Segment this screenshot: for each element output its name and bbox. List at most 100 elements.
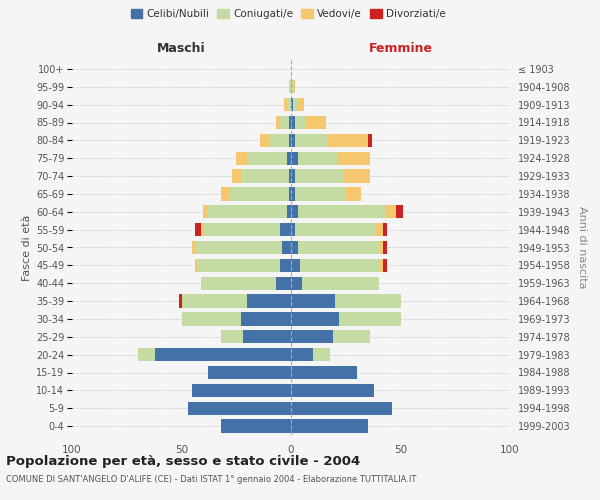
Bar — [280, 258, 291, 272]
Bar — [287, 205, 291, 218]
Bar — [197, 258, 280, 272]
Legend: Celibi/Nubili, Coniugati/e, Vedovi/e, Divorziati/e: Celibi/Nubili, Coniugati/e, Vedovi/e, Di… — [127, 5, 449, 24]
Bar — [289, 116, 291, 129]
Bar — [346, 187, 361, 200]
Bar — [221, 187, 230, 200]
Bar — [298, 205, 385, 218]
Bar — [291, 80, 293, 94]
Bar — [155, 348, 291, 362]
Bar — [137, 348, 155, 362]
Bar — [284, 98, 287, 112]
Bar — [182, 312, 241, 326]
Bar — [291, 116, 295, 129]
Bar — [332, 330, 370, 344]
Bar — [236, 152, 247, 165]
Bar — [291, 330, 332, 344]
Bar — [291, 241, 298, 254]
Bar — [193, 384, 291, 397]
Bar — [295, 223, 376, 236]
Bar — [289, 134, 291, 147]
Bar — [295, 187, 346, 200]
Bar — [221, 330, 243, 344]
Bar — [328, 134, 368, 147]
Bar — [291, 187, 295, 200]
Bar — [298, 152, 337, 165]
Bar — [247, 294, 291, 308]
Bar — [291, 205, 298, 218]
Bar — [203, 205, 208, 218]
Bar — [379, 241, 383, 254]
Bar — [247, 152, 287, 165]
Bar — [201, 223, 203, 236]
Bar — [289, 187, 291, 200]
Bar — [313, 348, 331, 362]
Bar — [291, 402, 392, 415]
Bar — [188, 402, 291, 415]
Bar — [232, 170, 241, 183]
Y-axis label: Fasce di età: Fasce di età — [22, 214, 32, 280]
Bar — [298, 98, 304, 112]
Bar — [194, 241, 282, 254]
Bar — [291, 366, 357, 379]
Bar — [291, 258, 300, 272]
Bar — [194, 258, 197, 272]
Bar — [269, 134, 289, 147]
Bar — [287, 152, 291, 165]
Bar — [291, 170, 295, 183]
Bar — [293, 80, 295, 94]
Bar — [282, 241, 291, 254]
Bar — [293, 98, 298, 112]
Bar — [241, 170, 289, 183]
Bar — [385, 205, 396, 218]
Text: Maschi: Maschi — [157, 42, 206, 54]
Bar — [295, 134, 328, 147]
Bar — [201, 276, 275, 290]
Bar — [280, 223, 291, 236]
Bar — [307, 116, 326, 129]
Bar — [208, 205, 287, 218]
Bar — [335, 294, 401, 308]
Bar — [337, 152, 370, 165]
Bar — [344, 170, 370, 183]
Bar — [300, 258, 379, 272]
Bar — [291, 312, 339, 326]
Bar — [298, 241, 379, 254]
Bar — [291, 420, 368, 433]
Bar — [241, 312, 291, 326]
Bar — [291, 134, 295, 147]
Bar — [193, 241, 194, 254]
Bar — [275, 276, 291, 290]
Y-axis label: Anni di nascita: Anni di nascita — [577, 206, 587, 289]
Bar — [295, 116, 307, 129]
Bar — [291, 98, 293, 112]
Bar — [291, 276, 302, 290]
Bar — [291, 348, 313, 362]
Bar — [203, 223, 280, 236]
Bar — [383, 223, 388, 236]
Bar — [295, 170, 344, 183]
Bar — [230, 187, 289, 200]
Bar — [383, 258, 388, 272]
Bar — [291, 152, 298, 165]
Bar — [289, 170, 291, 183]
Bar — [383, 241, 388, 254]
Bar — [302, 276, 379, 290]
Bar — [260, 134, 269, 147]
Bar — [181, 294, 247, 308]
Bar — [287, 98, 291, 112]
Bar — [194, 223, 201, 236]
Bar — [376, 223, 383, 236]
Text: Popolazione per età, sesso e stato civile - 2004: Popolazione per età, sesso e stato civil… — [6, 455, 360, 468]
Text: COMUNE DI SANT'ANGELO D'ALIFE (CE) - Dati ISTAT 1° gennaio 2004 - Elaborazione T: COMUNE DI SANT'ANGELO D'ALIFE (CE) - Dat… — [6, 475, 416, 484]
Bar — [280, 116, 289, 129]
Bar — [275, 116, 280, 129]
Bar — [179, 294, 182, 308]
Bar — [368, 134, 372, 147]
Bar — [208, 366, 291, 379]
Bar — [291, 223, 295, 236]
Bar — [289, 80, 291, 94]
Bar — [221, 420, 291, 433]
Bar — [291, 294, 335, 308]
Bar — [339, 312, 401, 326]
Bar — [379, 258, 383, 272]
